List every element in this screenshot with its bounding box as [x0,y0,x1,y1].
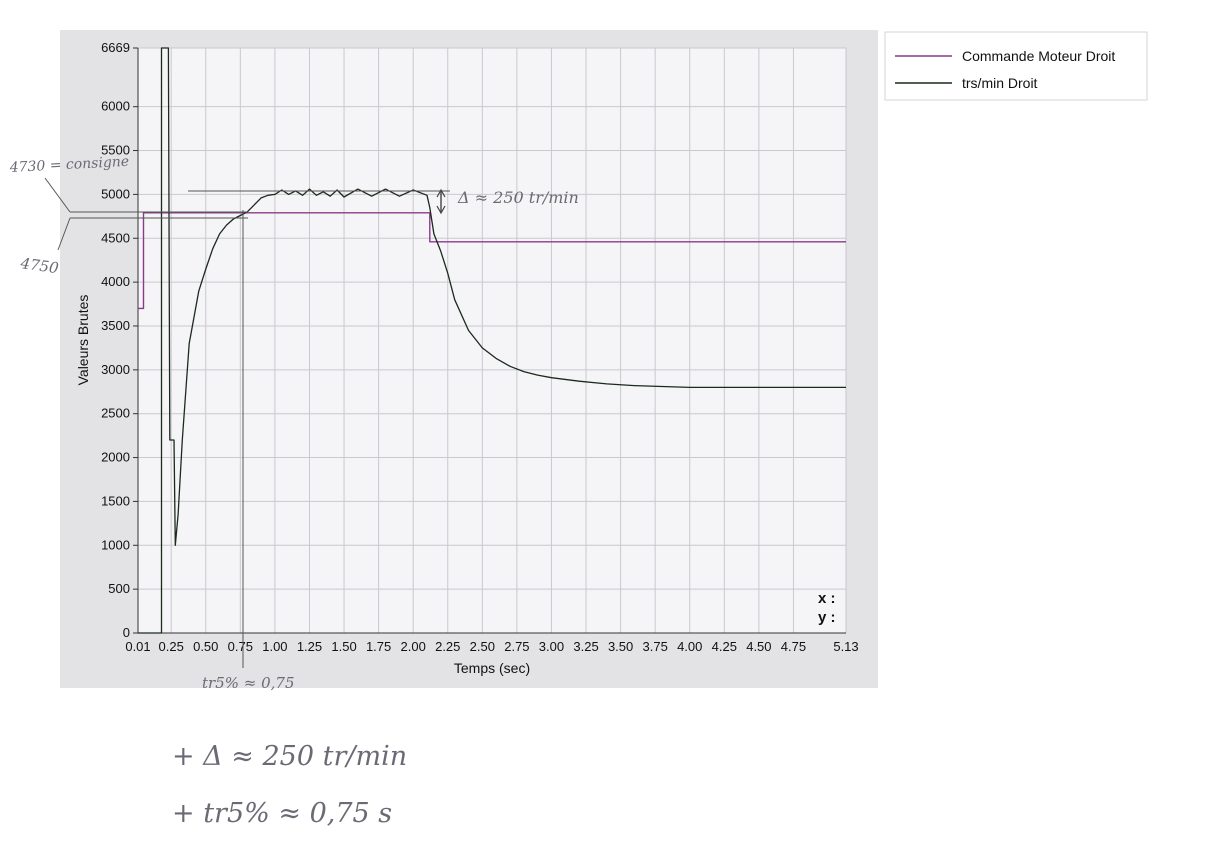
series-lines [138,47,846,634]
level-4750-lead-line [57,217,71,251]
y-tick-label: 0 [123,625,130,640]
readout-x: x : [818,590,836,607]
x-tick-label: 1.75 [366,639,391,654]
delta-arrow-head-top [436,188,446,198]
legend-box [884,31,1148,101]
x-tick-label: 0.75 [228,639,253,654]
x-tick-label: 4.75 [781,639,806,654]
x-tick-label: 0.50 [193,639,218,654]
y-tick-label: 1500 [101,493,130,508]
y-tick-label: 3000 [101,362,130,377]
y-tick-labels: 0 500 1000 1500 2000 2500 3000 3500 4000 4500 5000… [101,40,138,640]
x-tick-label: 3.25 [573,639,598,654]
series-line-1 [138,47,846,634]
annotation-delta: Δ ≈ 250 tr/min [457,188,579,207]
x-tick-label: 1.50 [331,639,356,654]
x-tick-label: 4.25 [712,639,737,654]
note-tr5: + tr5% ≈ 0,75 s [172,798,392,829]
x-tick-labels: 0.01 0.25 0.50 0.75 1.00 1.25 1.50 1.75 2.00 2.25… [125,639,858,654]
x-tick-label: 4.50 [746,639,771,654]
y-tick-label: 1000 [101,537,130,552]
annotation-consigne: 4730 = consigne [8,154,129,176]
x-tick-label: 0.25 [159,639,184,654]
x-tick-label: 2.75 [504,639,529,654]
y-tick-label: 6669 [101,40,130,55]
readout-y: y : [818,609,836,626]
x-tick-label: 2.50 [470,639,495,654]
y-tick-label: 2000 [101,450,130,465]
x-tick-label: 1.00 [262,639,287,654]
y-tick-label: 4000 [101,274,130,289]
x-tick-label: 1.25 [297,639,322,654]
grid-lines [137,47,847,634]
y-tick-label: 500 [108,581,130,596]
legend-label-commande: Commande Moteur Droit [962,48,1115,64]
x-axis-title: Temps (sec) [454,660,530,676]
x-tick-label: 2.25 [435,639,460,654]
x-tick-label: 3.75 [643,639,668,654]
note-delta: + Δ ≈ 250 tr/min [172,741,407,772]
y-axis-title: Valeurs Brutes [75,295,91,386]
axes [137,48,846,634]
y-tick-label: 6000 [101,99,130,114]
x-tick-label: 5.13 [833,639,858,654]
delta-arrow-head-bottom [436,205,446,215]
series-line-0 [138,212,846,310]
y-tick-label: 3500 [101,318,130,333]
x-tick-label: 3.00 [539,639,564,654]
x-tick-label: 3.50 [608,639,633,654]
annotation-tr5: tr5% ≈ 0,75 [202,674,295,692]
consigne-lead-line [44,177,71,213]
handwritten-annotations: 4730 = consigne 4750 Δ ≈ 250 tr/min tr5%… [8,154,578,829]
y-tick-label: 2500 [101,406,130,421]
plot-area [137,47,847,634]
x-tick-label: 4.00 [677,639,702,654]
legend-label-trs: trs/min Droit [962,75,1038,91]
x-tick-label: 2.00 [401,639,426,654]
y-tick-label: 5000 [101,186,130,201]
x-tick-label: 0.01 [125,639,150,654]
annotation-4750: 4750 [18,254,60,277]
y-tick-label: 4500 [101,230,130,245]
y-tick-label: 5500 [101,143,130,158]
